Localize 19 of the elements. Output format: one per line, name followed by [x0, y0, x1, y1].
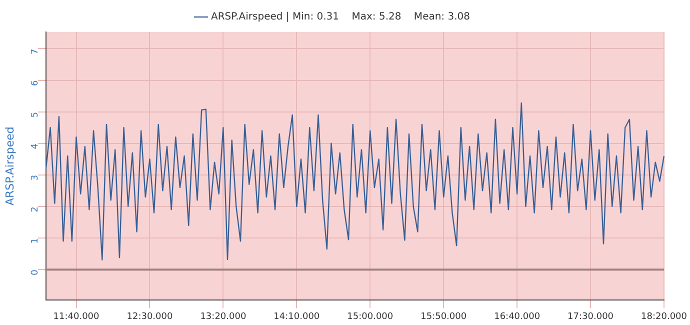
y-tick-label: 2: [30, 206, 40, 212]
x-tick-label: 17:30.000: [568, 312, 614, 322]
x-tick-label: 15:00.000: [347, 312, 394, 322]
y-tick-label: 6: [30, 80, 40, 86]
x-tick-label: 14:10.000: [274, 312, 320, 322]
x-tick-label: 13:20.000: [200, 312, 246, 322]
y-tick-label: 0: [30, 269, 40, 276]
x-tick-label: 18:20.000: [641, 312, 688, 322]
x-tick-label: 12:30.000: [126, 312, 173, 322]
x-tick-label: 16:40.000: [494, 312, 540, 322]
y-tick-label: 1: [30, 238, 40, 244]
x-tick-label: 15:50.000: [420, 312, 467, 322]
y-tick-label: 4: [30, 143, 40, 150]
legend-label: ARSP.Airspeed | Min: 0.31 Max: 5.28 Mean: 3.08: [211, 12, 470, 23]
y-tick-label: 5: [30, 112, 40, 118]
y-tick-label: 7: [30, 48, 40, 54]
y-tick-label: 3: [30, 174, 40, 181]
x-tick-label: 11:40.000: [53, 312, 100, 322]
y-axis-title: ARSP.Airspeed: [3, 126, 16, 206]
